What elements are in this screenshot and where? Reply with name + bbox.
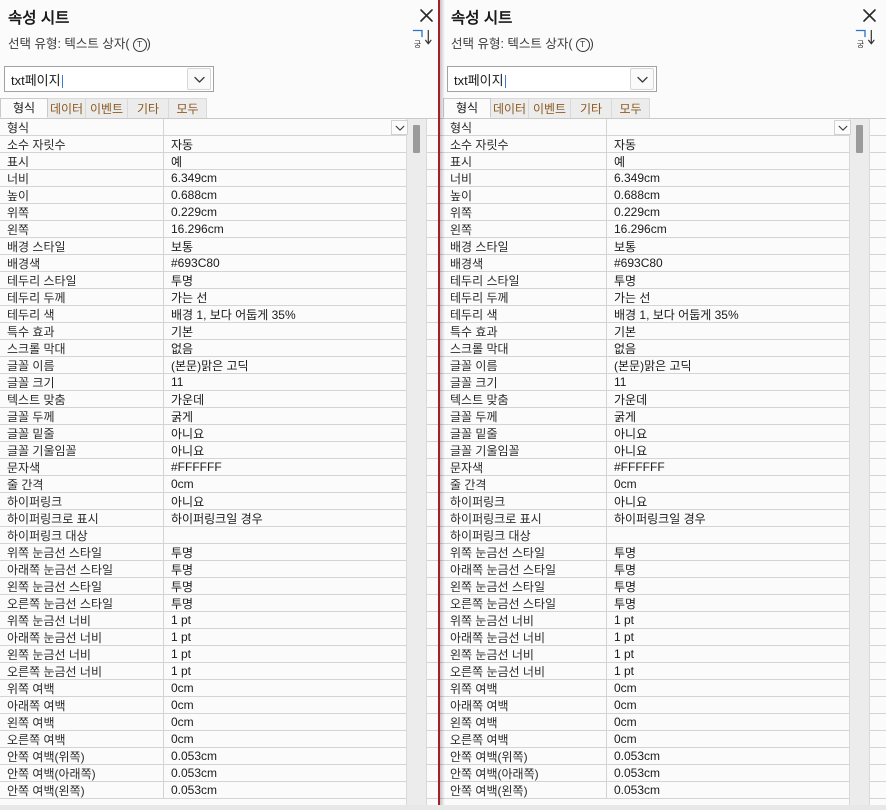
- svg-text:궁: 궁: [414, 40, 421, 49]
- svg-text:궁: 궁: [857, 40, 864, 49]
